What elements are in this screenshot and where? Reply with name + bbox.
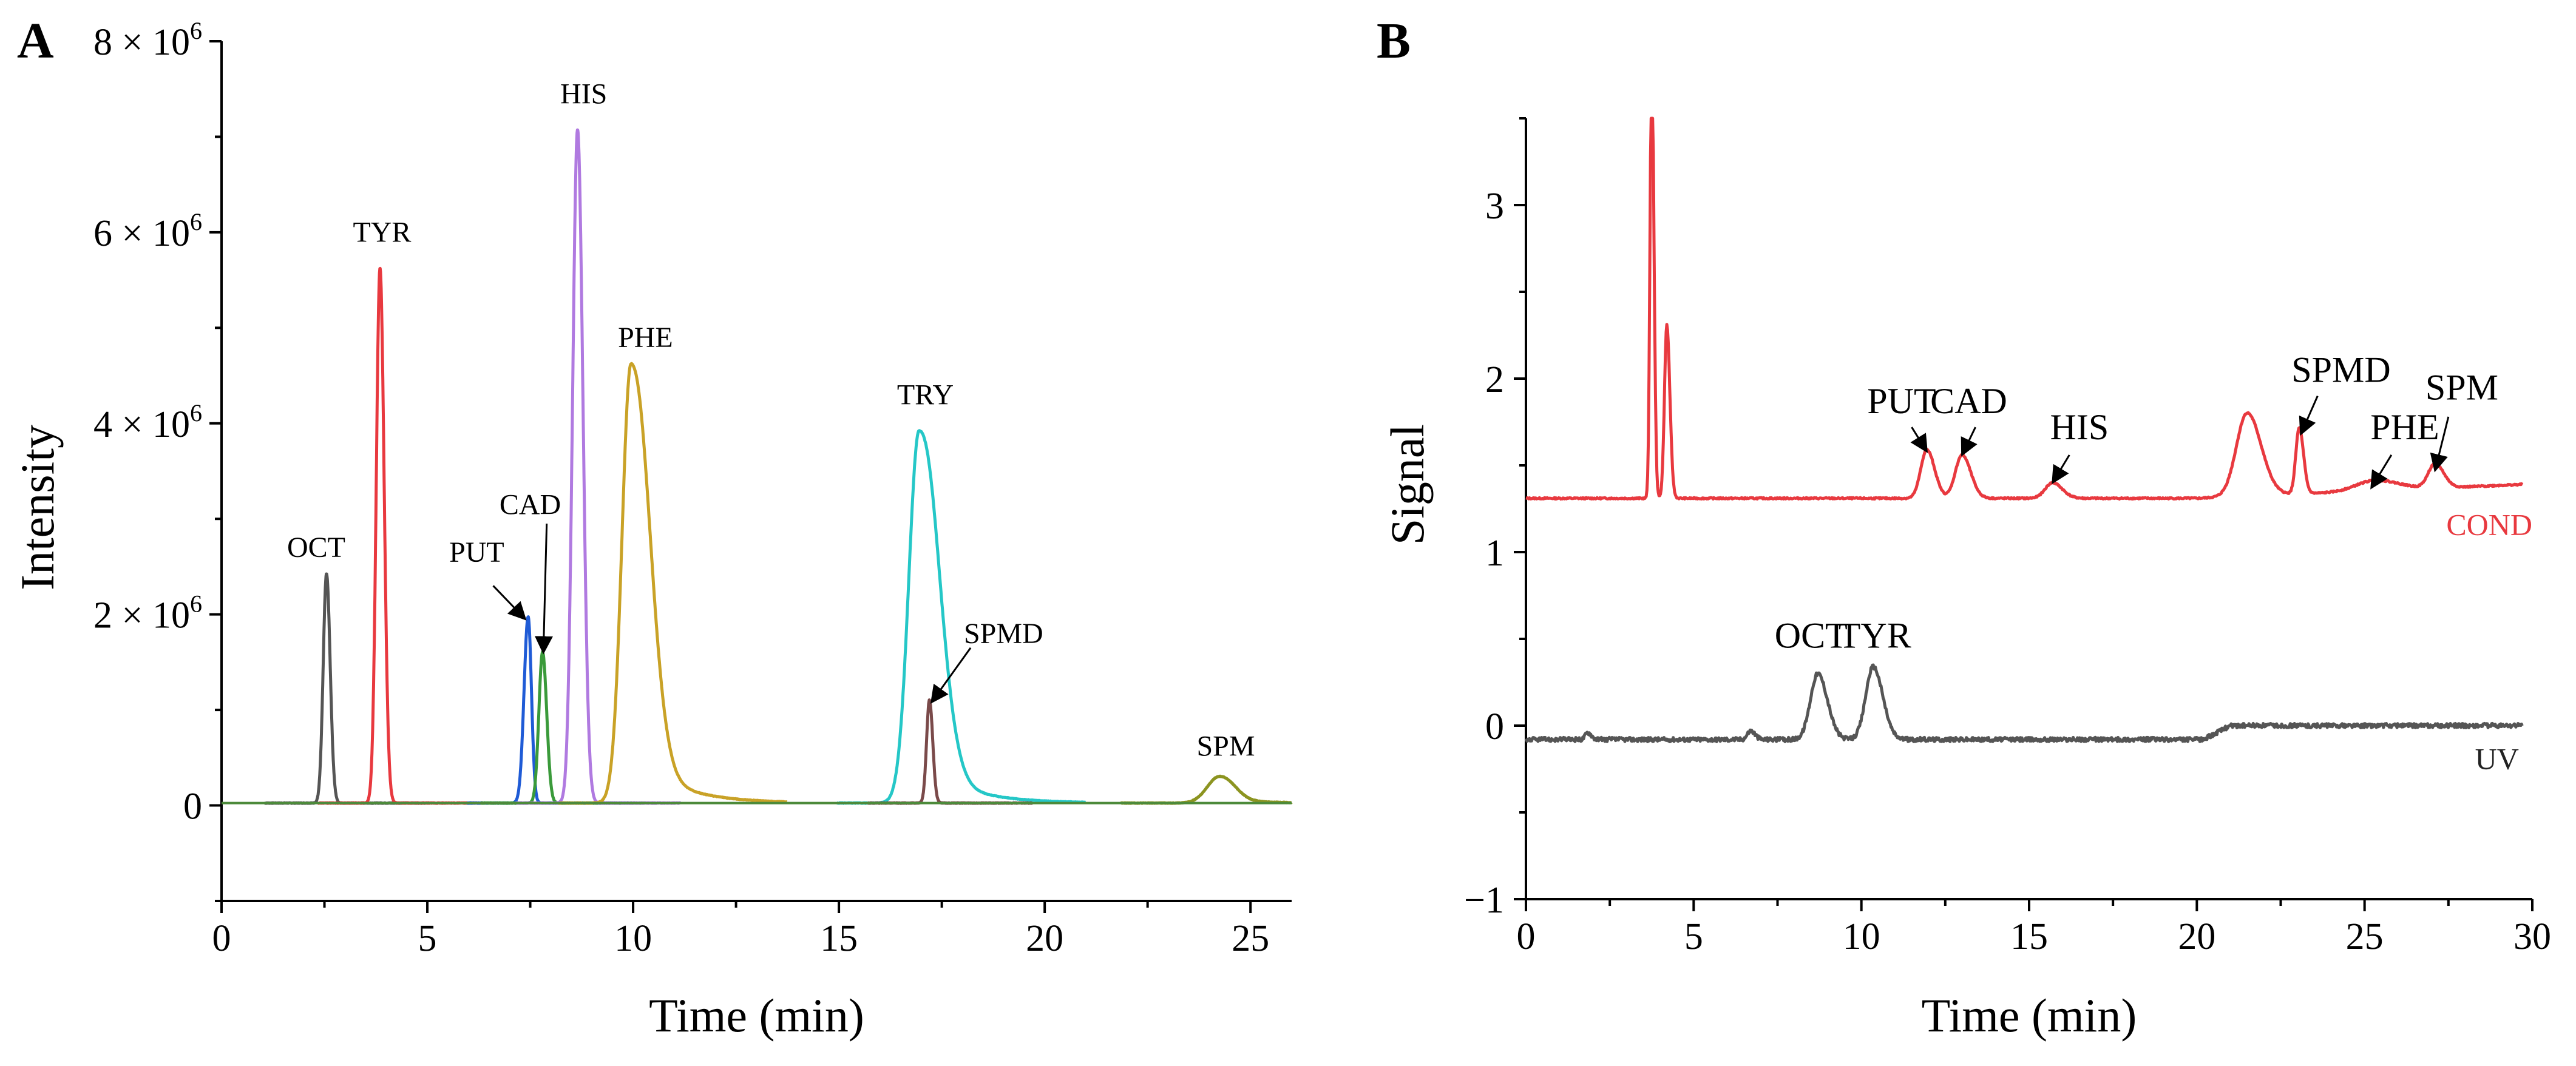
peak-label-put: PUT: [1867, 381, 1936, 421]
peak-label-spm: SPM: [1196, 730, 1255, 763]
peak-label-tyr: TYR: [1839, 615, 1911, 655]
annotation-arrow-put: [1910, 427, 1928, 453]
annotation-arrow-cad: [534, 524, 553, 655]
series-line-oct: [263, 572, 431, 805]
y-tick-label: 2 × 106: [93, 590, 202, 636]
peak-label-spm: SPM: [2425, 367, 2498, 407]
peak-label-oct: OCT: [1775, 615, 1848, 655]
series-line-uv: [1524, 663, 2524, 743]
annotation-arrow-spmd: [930, 647, 972, 704]
series-line-try: [836, 429, 1087, 805]
annotation-arrow-cad: [1961, 427, 1978, 457]
trace-label-uv: UV: [2475, 742, 2519, 776]
x-tick-label: 20: [2178, 916, 2215, 957]
y-tick-label: 2: [1485, 359, 1504, 400]
y-tick-label: −1: [1464, 880, 1504, 921]
x-tick-label: 20: [1026, 918, 1063, 959]
chart-panel-b: 0 5 10 15 20 25 30 −1 0 1 2 3 Time (min) Signal COND UV…: [1381, 116, 2551, 1042]
annotation-arrow-spm: [2430, 416, 2450, 473]
y-tick-label: 6 × 106: [93, 208, 202, 254]
x-tick-label: 0: [212, 918, 231, 959]
peak-label-tyr: TYR: [353, 217, 411, 249]
panel-letter-a: A: [17, 13, 54, 69]
y-axis-title: Intensity: [11, 425, 64, 590]
x-tick-label: 5: [418, 918, 437, 959]
x-tick-label: 10: [1843, 916, 1880, 957]
x-tick-label: 15: [2010, 916, 2048, 957]
peak-label-phe: PHE: [618, 322, 673, 354]
y-tick-label: 4 × 106: [93, 399, 202, 445]
y-tick-label: 3: [1485, 186, 1504, 227]
chart-panel-a: 0 5 10 15 20 25 0 2 × 106 4 × 106 6 × 106 8 × 106 T…: [11, 17, 1293, 1042]
y-tick-label: 1: [1485, 533, 1504, 574]
annotation-arrow-put: [492, 585, 527, 621]
peak-label-phe: PHE: [2370, 407, 2439, 447]
x-tick-label: 30: [2513, 916, 2551, 957]
peak-label-cad: CAD: [1930, 381, 2007, 421]
annotation-arrow-phe: [2370, 454, 2393, 490]
peak-label-try: TRY: [897, 379, 954, 411]
peak-label-cad: CAD: [500, 488, 561, 521]
y-tick-label: 0: [183, 786, 202, 828]
x-tick-label: 25: [1232, 918, 1269, 959]
peak-label-his: HIS: [560, 78, 607, 110]
series-line-phe: [557, 362, 788, 805]
x-tick-label: 0: [1517, 916, 1536, 957]
peak-label-his: HIS: [2050, 407, 2109, 447]
peak-label-spmd: SPMD: [964, 618, 1043, 650]
peak-label-spmd: SPMD: [2291, 350, 2390, 390]
annotation-arrow-his: [2052, 454, 2070, 485]
annotation-arrow-spmd: [2299, 395, 2319, 436]
trace-label-cond: COND: [2446, 507, 2532, 541]
x-tick-label: 15: [820, 918, 858, 959]
peak-label-put: PUT: [449, 536, 504, 568]
x-tick-label: 5: [1684, 916, 1703, 957]
panel-letter-b: B: [1377, 13, 1411, 69]
series-line-spm: [1119, 774, 1293, 805]
x-axis-title: Time (min): [649, 989, 864, 1042]
x-tick-label: 25: [2346, 916, 2384, 957]
y-tick-label: 8 × 106: [93, 17, 202, 63]
peak-label-oct: OCT: [287, 531, 345, 564]
x-axis-title: Time (min): [1922, 989, 2137, 1042]
y-tick-label: 0: [1485, 706, 1504, 747]
y-axis-title: Signal: [1381, 424, 1434, 545]
x-tick-label: 10: [614, 918, 652, 959]
series-line-cond: [1525, 116, 2524, 501]
